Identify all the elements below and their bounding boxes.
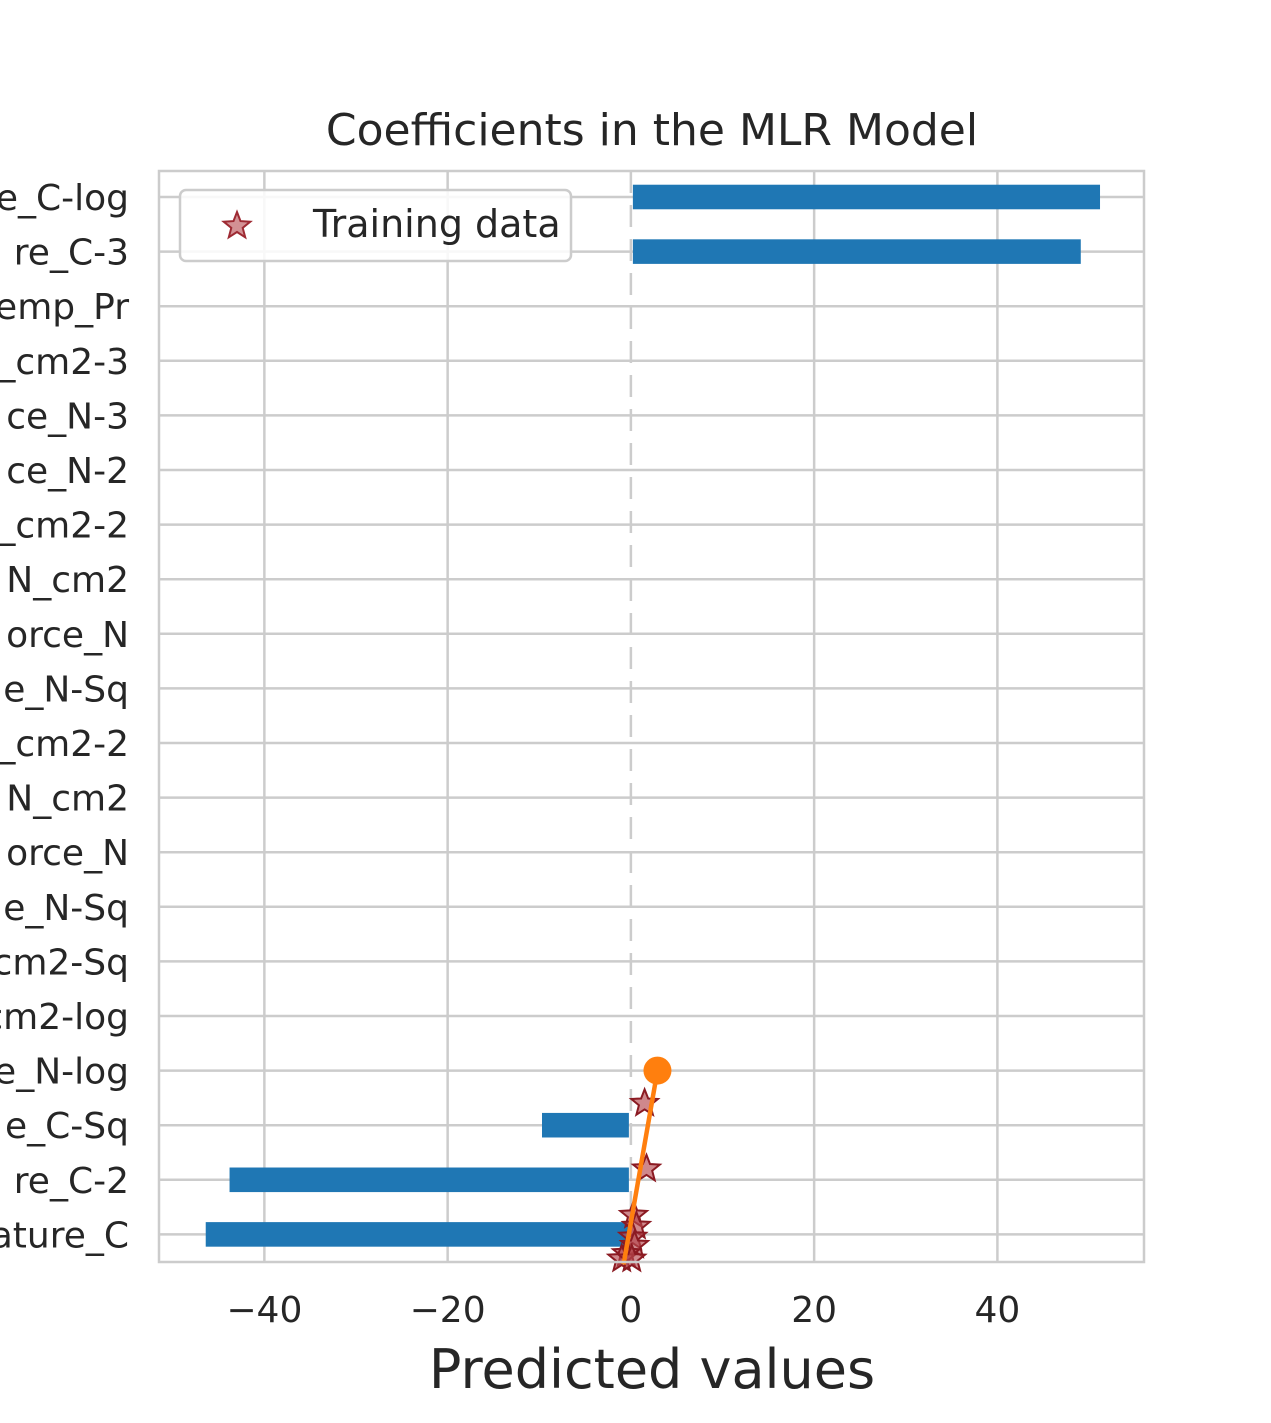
y-tick-label: re_C-3 <box>14 233 129 274</box>
bar <box>632 239 1081 264</box>
legend-label-training-data: Training data <box>312 202 561 246</box>
y-tick-label: e_N-log <box>0 1052 129 1093</box>
y-tick-label: e_C-Sq <box>5 1106 129 1147</box>
y-tick-label: cm2-Sq <box>0 942 129 983</box>
y-tick-label: ce_N-3 <box>6 396 129 437</box>
bar <box>542 1112 629 1138</box>
x-tick-label: 20 <box>791 1290 837 1331</box>
legend: Training data <box>178 188 573 263</box>
x-tick-label: −40 <box>226 1290 302 1331</box>
y-tick-label: ce_N-2 <box>6 451 129 492</box>
legend-box <box>178 188 573 263</box>
y-tick-label: e_N-Sq <box>3 888 129 929</box>
x-axis-label: Predicted values <box>429 1338 875 1401</box>
y-tick-labels: e_C-log re_C-3 emp_Pr _cm2-3 ce_N-3 ce_N-2 _cm… <box>0 178 129 1256</box>
y-tick-label: _cm2-2 <box>0 506 129 547</box>
x-tick-labels: −40 −20 0 20 40 <box>226 1290 1020 1331</box>
bars <box>205 184 1101 1247</box>
grid-lines <box>159 171 1144 1262</box>
x-tick-label: 0 <box>619 1290 642 1331</box>
y-tick-label: emp_Pr <box>0 287 129 328</box>
fit-line <box>621 1056 672 1265</box>
y-tick-label: re_C-2 <box>14 1161 129 1202</box>
bar <box>632 184 1101 210</box>
y-tick-label: cm2-log <box>0 997 129 1038</box>
y-tick-label: ature_C <box>0 1215 129 1256</box>
chart-title: Coefficients in the MLR Model <box>326 105 978 156</box>
y-tick-label: _cm2-2 <box>0 724 129 765</box>
y-tick-label: orce_N <box>6 615 129 656</box>
y-tick-label: N_cm2 <box>6 779 129 820</box>
x-tick-label: −20 <box>410 1290 486 1331</box>
bar <box>205 1222 629 1247</box>
legend-star-icon <box>221 209 253 240</box>
bar <box>229 1167 629 1193</box>
fit-line-end-marker <box>643 1056 672 1085</box>
y-tick-label: N_cm2 <box>6 560 129 601</box>
x-tick-label: 40 <box>974 1290 1020 1331</box>
y-tick-label: e_C-log <box>0 178 129 219</box>
plot-frame <box>157 169 1146 1264</box>
y-tick-label: orce_N <box>6 833 129 874</box>
y-tick-label: e_N-Sq <box>3 669 129 710</box>
training-data-point <box>615 1242 648 1273</box>
fit-line-segment <box>621 1070 660 1265</box>
training-data-point <box>630 1152 663 1183</box>
y-tick-label: _cm2-3 <box>0 342 129 383</box>
